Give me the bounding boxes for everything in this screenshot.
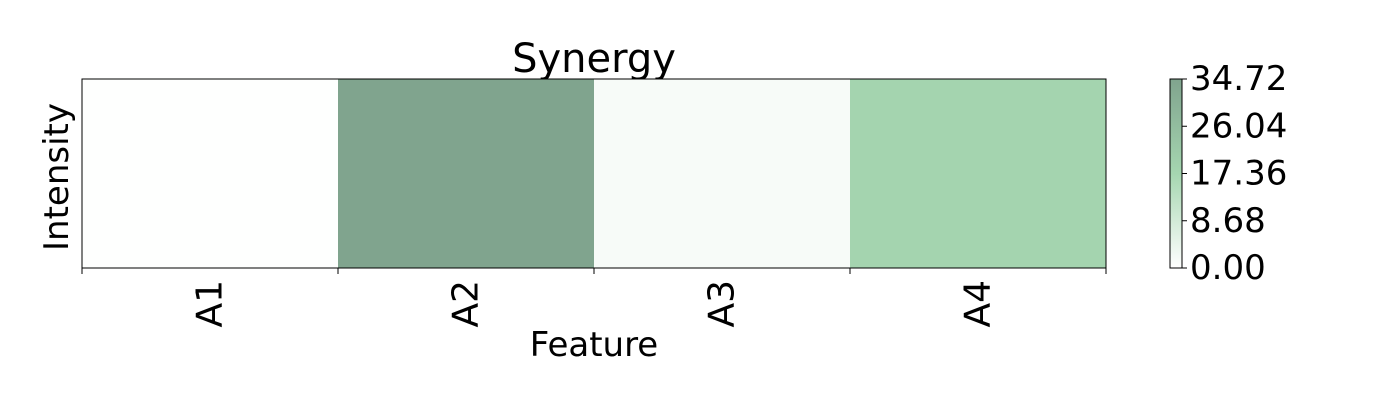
- x-tick-label: A2: [446, 280, 487, 328]
- heatmap-cells: [82, 79, 1106, 268]
- colorbar: [1169, 78, 1183, 269]
- colorbar-tick-label: 17.36: [1190, 154, 1287, 194]
- x-tick-label: A4: [958, 280, 999, 328]
- x-tick-label: A3: [702, 280, 743, 328]
- heatmap-cell-a4: [850, 79, 1106, 268]
- heatmap-cell-a1: [82, 79, 338, 268]
- heatmap-cell-a2: [338, 79, 594, 268]
- colorbar-tick-label: 8.68: [1190, 201, 1266, 241]
- y-axis-label: Intensity: [37, 103, 77, 251]
- colorbar-tick-label: 26.04: [1190, 106, 1287, 146]
- colorbar-tick-label: 0.00: [1190, 248, 1266, 288]
- x-axis-label: Feature: [530, 325, 658, 365]
- colorbar-tick-label: 34.72: [1190, 59, 1287, 99]
- x-tick-label: A1: [190, 280, 231, 328]
- heatmap-cell-a3: [594, 79, 850, 268]
- x-axis-ticks: A1 A2 A3 A4: [81, 268, 1107, 328]
- chart-title: Synergy: [512, 36, 676, 82]
- colorbar-ticks: 0.00 8.68 17.36 26.04 34.72: [1182, 59, 1287, 288]
